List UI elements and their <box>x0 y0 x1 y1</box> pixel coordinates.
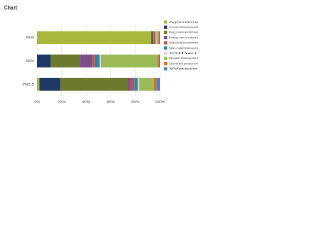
legend-swatch <box>164 51 168 55</box>
bar-segment <box>158 31 160 45</box>
legend-label: Waste <box>169 67 199 71</box>
bar-segment <box>153 31 154 45</box>
legend-swatch <box>164 41 168 45</box>
legend-label: Commercial, institutional and households <box>169 25 198 29</box>
bar-segment <box>37 31 152 45</box>
bar-segment <box>37 77 40 91</box>
bar-segment <box>100 54 158 68</box>
legend-label: Agriculture <box>169 20 199 24</box>
legend-swatch <box>164 56 168 60</box>
x-tick-label: 100% <box>155 99 166 104</box>
bar-segment <box>157 54 159 68</box>
legend-label: Road transport <box>169 56 198 60</box>
bar-segment <box>137 77 140 91</box>
x-tick-label: 20% <box>58 99 66 104</box>
legend-swatch <box>164 62 168 66</box>
x-tick-label: 60% <box>107 99 115 104</box>
bar-segment <box>99 54 101 68</box>
legend-swatch <box>164 25 168 29</box>
legend-swatch <box>164 36 168 40</box>
legend-label: Energy use in industry <box>169 35 198 39</box>
bar-segment <box>128 77 131 91</box>
bar-segment <box>156 77 160 91</box>
chart-title: Chart <box>4 5 17 11</box>
legend-label: Other <box>169 51 198 55</box>
bar-segment <box>155 31 156 45</box>
legend-label: Non-road transport <box>169 46 198 50</box>
bar-segment <box>153 31 156 45</box>
legend-label: Solvent and product use <box>169 61 198 65</box>
bar-segment <box>94 54 100 68</box>
bar-segment <box>134 77 138 91</box>
legend-swatch <box>164 30 168 34</box>
legend-swatch <box>164 67 168 71</box>
bar-segment <box>155 31 157 45</box>
bar-segment <box>60 77 129 91</box>
x-tick-label: 0% <box>34 99 40 104</box>
legend-swatch <box>164 46 168 50</box>
x-tick-label: 80% <box>131 99 139 104</box>
bar-segment <box>152 31 154 45</box>
y-tick-label: NH3 <box>26 35 35 40</box>
bar-segment <box>139 77 154 91</box>
bar-segment <box>156 31 159 45</box>
bar-segment <box>80 54 93 68</box>
y-tick-label: NOx <box>26 58 34 63</box>
bar-segment <box>37 54 51 68</box>
legend-swatch <box>164 20 168 24</box>
y-tick-label: PM2.5 <box>22 81 34 86</box>
legend-label: Industrial processes <box>169 41 199 45</box>
bar-segment <box>153 77 157 91</box>
bar-segment <box>92 54 95 68</box>
legend-label: Energy production and distribution <box>169 30 198 34</box>
x-tick-label: 40% <box>82 99 90 104</box>
bar-segment <box>151 31 153 45</box>
bar-segment <box>130 77 135 91</box>
bar-segment <box>158 54 160 68</box>
bar-segment <box>39 77 61 91</box>
bar-segment <box>50 54 81 68</box>
bar-segment <box>158 31 159 45</box>
chart: Chart 0% 20% 40% 60% 80% 100% NH3 NOx PM2.5 Agric… <box>4 5 199 104</box>
